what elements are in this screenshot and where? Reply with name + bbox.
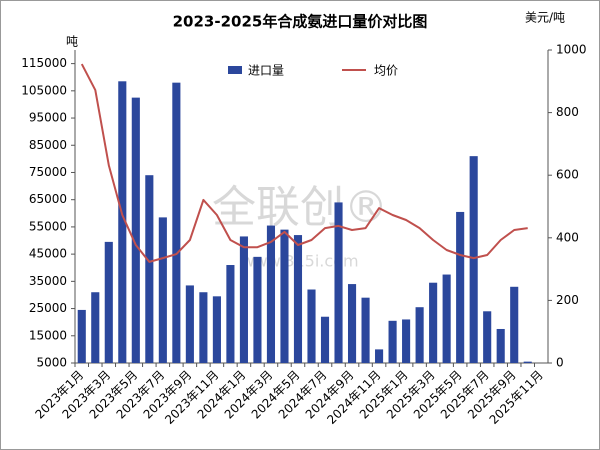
bar	[320, 316, 330, 363]
bar	[388, 320, 397, 363]
y2-tick-label: 200	[556, 293, 579, 307]
bar	[442, 274, 451, 363]
y-axis-label: 吨	[66, 35, 78, 49]
bar	[185, 285, 194, 363]
legend-label: 进口量	[248, 64, 284, 78]
bar	[307, 289, 316, 363]
y-tick-label: 85000	[29, 138, 67, 152]
bar	[429, 282, 438, 363]
bar	[334, 202, 343, 363]
y-tick-label: 65000	[29, 192, 67, 206]
y2-tick-label: 800	[556, 105, 579, 119]
legend-swatch	[228, 66, 242, 74]
bar	[361, 297, 370, 363]
bar	[375, 349, 384, 363]
y-tick-label: 95000	[29, 111, 67, 125]
bar	[253, 256, 262, 363]
y2-axis-label: 美元/吨	[525, 11, 565, 25]
bar	[415, 307, 424, 363]
bar	[199, 292, 208, 363]
y2-tick-label: 0	[556, 356, 564, 370]
bar	[266, 225, 276, 363]
y-tick-label: 45000	[29, 247, 67, 261]
bar	[158, 217, 167, 363]
watermark: 全联创®	[212, 182, 388, 233]
bar	[145, 175, 154, 363]
bar	[172, 82, 181, 364]
bar	[212, 296, 221, 363]
bar	[402, 319, 411, 363]
y-tick-label: 75000	[29, 165, 67, 179]
bar	[239, 236, 248, 363]
bar	[496, 328, 505, 363]
y2-tick-label: 600	[556, 168, 579, 182]
y-tick-label: 5000	[36, 356, 67, 370]
y-tick-label: 15000	[29, 328, 67, 342]
bar	[347, 284, 357, 363]
bar	[280, 229, 289, 363]
bar	[226, 265, 235, 363]
y-tick-label: 105000	[21, 83, 67, 97]
y-tick-label: 55000	[29, 219, 67, 233]
legend-label: 均价	[374, 64, 398, 78]
bar	[77, 309, 86, 363]
chart-title: 2023-2025年合成氨进口量价对比图	[173, 13, 428, 31]
bar	[483, 311, 492, 363]
bar	[104, 241, 113, 363]
bar	[118, 81, 127, 364]
bar	[456, 211, 465, 363]
bar	[293, 235, 303, 363]
price-line	[80, 63, 528, 263]
bar	[469, 156, 478, 363]
y2-tick-label: 1000	[556, 43, 587, 57]
y2-tick-label: 400	[556, 230, 579, 244]
y-tick-label: 115000	[21, 56, 67, 70]
y-tick-label: 25000	[29, 301, 67, 315]
bar	[91, 292, 100, 363]
bar	[510, 286, 519, 363]
bar	[131, 97, 140, 363]
bar	[523, 361, 532, 363]
y-tick-label: 35000	[29, 274, 67, 288]
